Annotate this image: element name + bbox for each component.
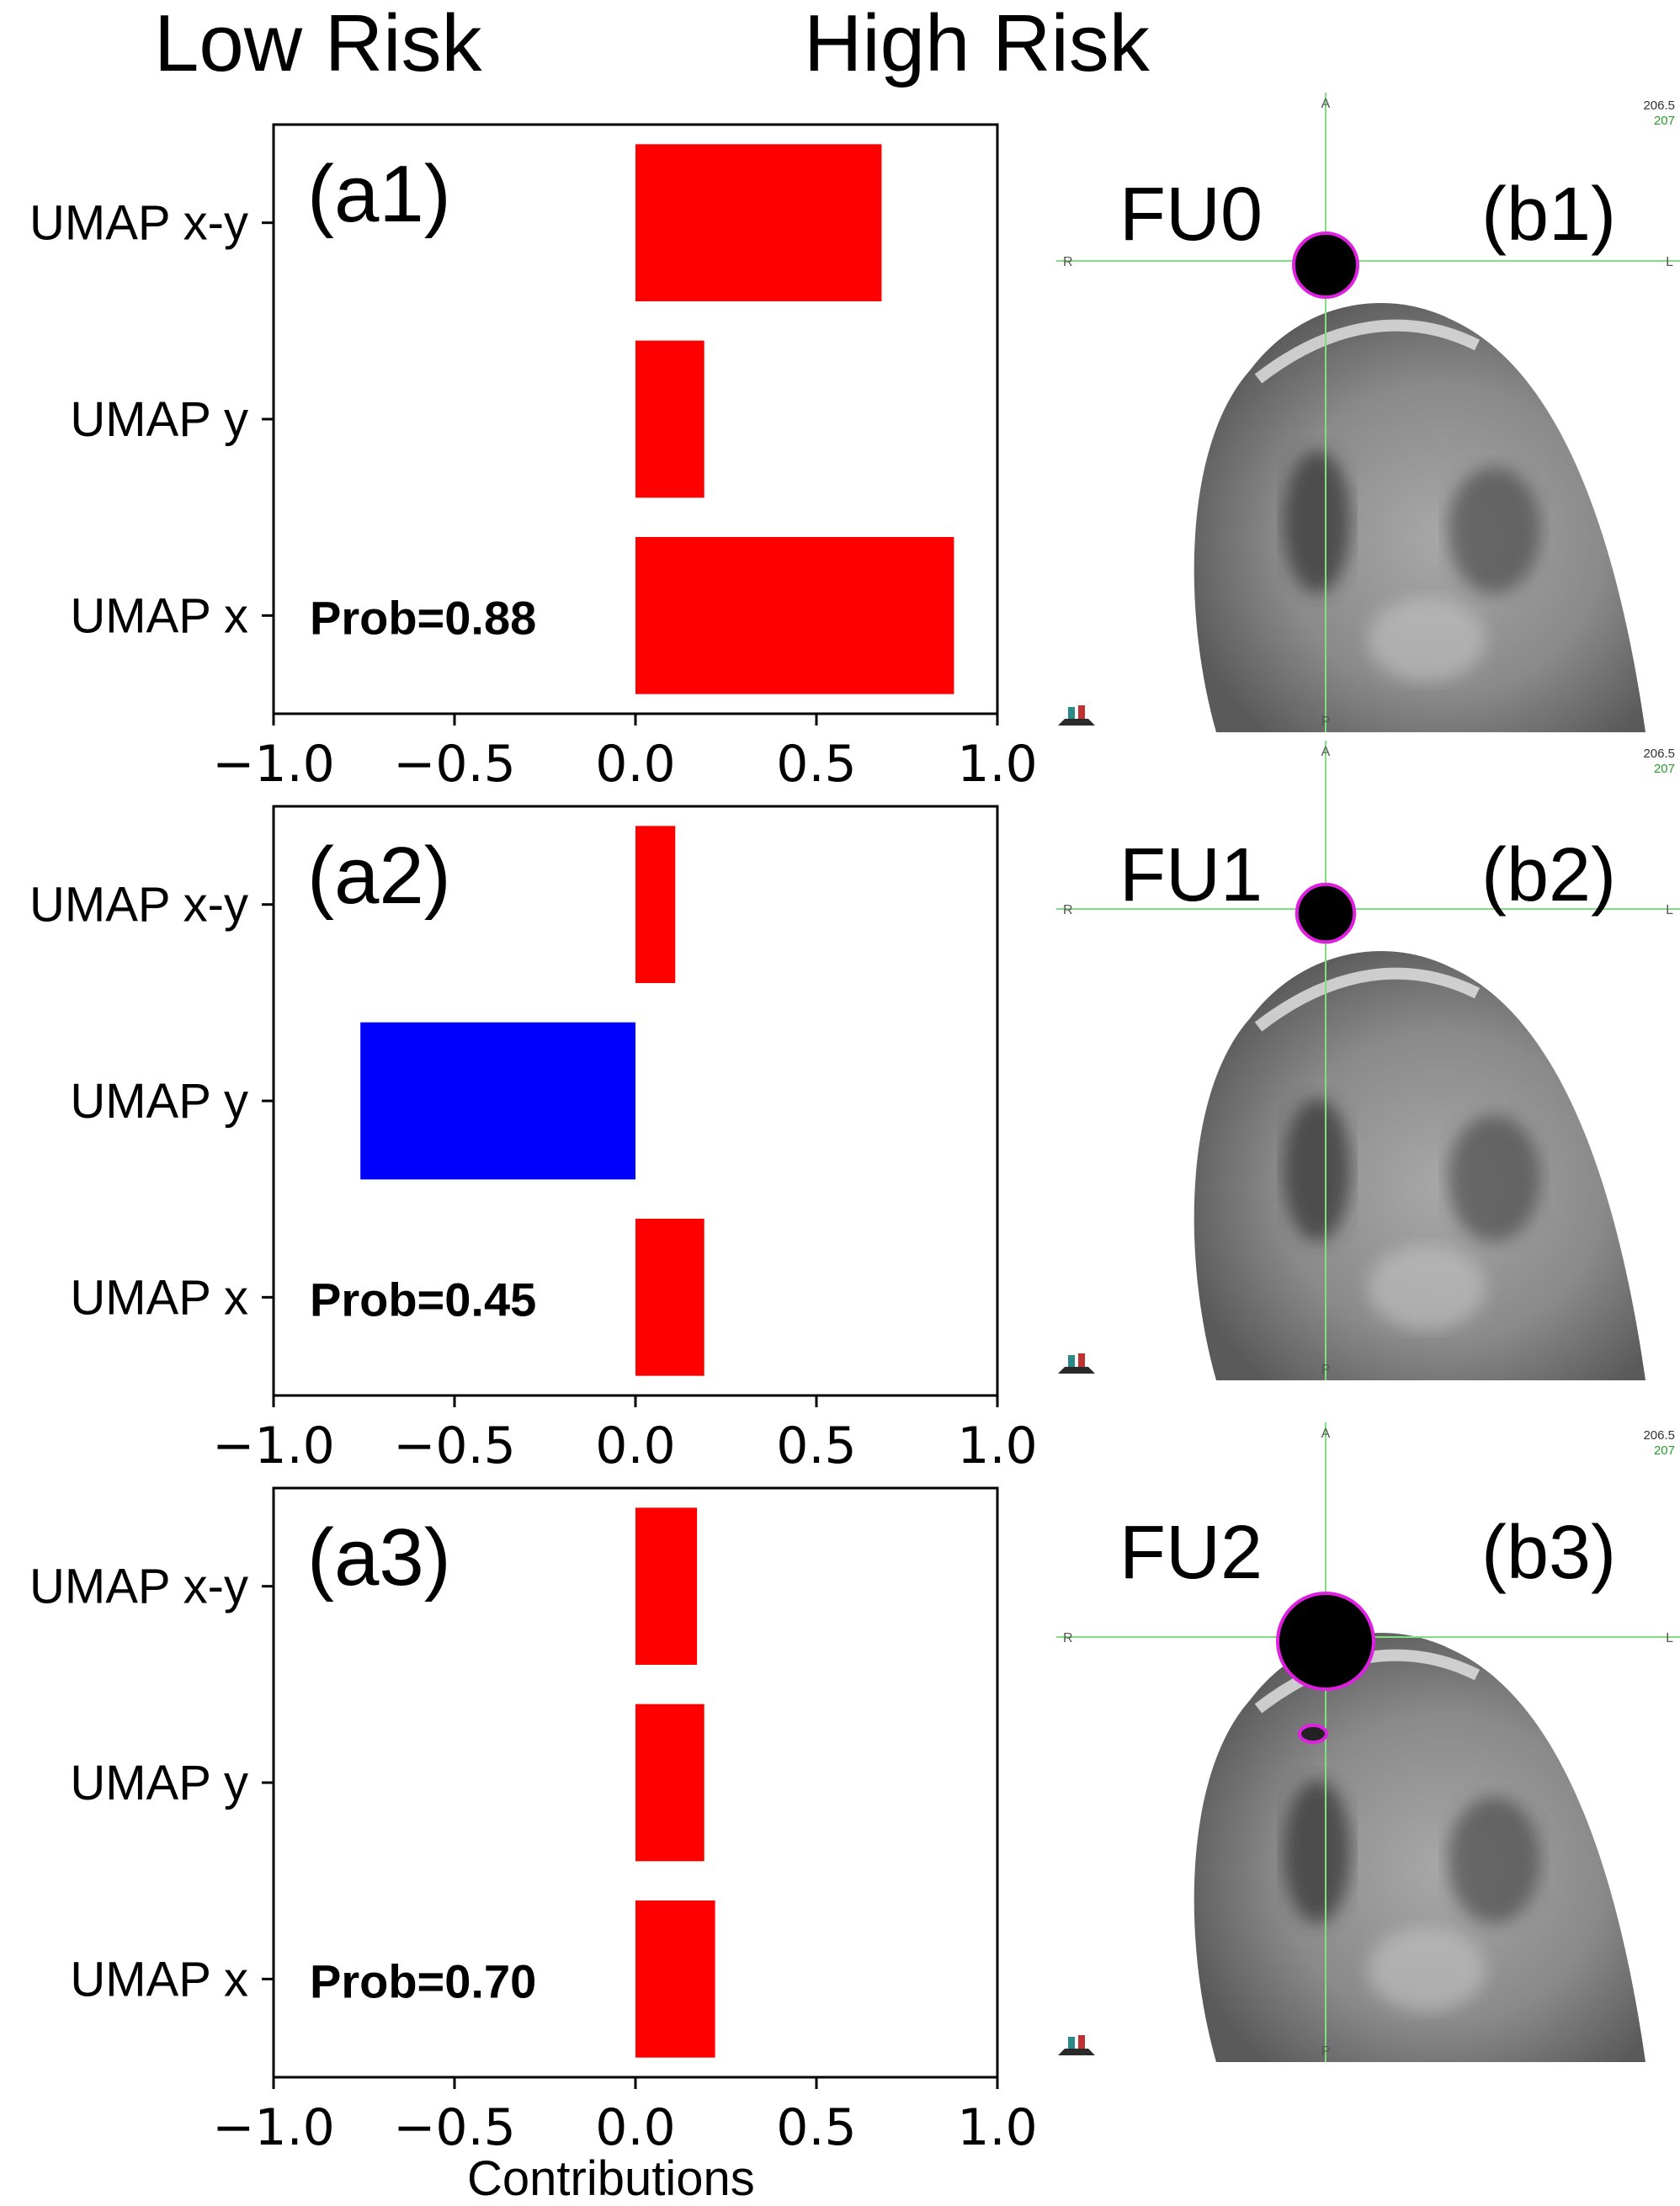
category-label: UMAP x bbox=[70, 588, 248, 643]
orientation-r: R bbox=[1063, 1631, 1073, 1645]
panel-b1-label: (b1) bbox=[1481, 173, 1617, 257]
prob-annotation: Prob=0.45 bbox=[310, 1273, 536, 1326]
orientation-l: L bbox=[1666, 903, 1673, 917]
x-tick-label: −0.5 bbox=[393, 1417, 516, 1475]
x-tick-label: 0.5 bbox=[776, 735, 856, 794]
bar-umap-y bbox=[635, 340, 704, 498]
x-tick-label: 1.0 bbox=[957, 735, 1037, 794]
ventricle-right bbox=[1448, 1115, 1540, 1241]
lesion-contour bbox=[1276, 1592, 1375, 1691]
viewer-icon-part bbox=[1068, 2037, 1075, 2049]
skull-rim bbox=[1254, 967, 1481, 1032]
x-tick-label: −1.0 bbox=[212, 2098, 335, 2157]
ventricle-right bbox=[1448, 467, 1540, 593]
orientation-r: R bbox=[1063, 255, 1073, 269]
fu0-label: FU0 bbox=[1119, 173, 1263, 257]
x-tick-label: −0.5 bbox=[393, 2098, 516, 2157]
viewer-icon-part bbox=[1078, 705, 1085, 719]
scan-fu1: A P R L 206.5 207 bbox=[1056, 741, 1680, 1380]
orientation-a: A bbox=[1321, 745, 1331, 759]
orientation-l: L bbox=[1666, 255, 1673, 269]
orientation-a: A bbox=[1321, 1427, 1331, 1441]
viewer-icon-part bbox=[1078, 1353, 1085, 1367]
bar-umap-x bbox=[635, 1900, 715, 2058]
high-risk-label: High Risk bbox=[804, 0, 1150, 88]
scan-fu0: A P R L 206.5 207 bbox=[1056, 93, 1680, 732]
head-silhouette bbox=[1194, 951, 1645, 1380]
x-tick-label: 0.5 bbox=[776, 2098, 856, 2157]
x-tick-label: −1.0 bbox=[212, 735, 335, 794]
ventricle-left bbox=[1284, 450, 1351, 593]
x-tick-label: −0.5 bbox=[393, 735, 516, 794]
panel-label: (a3) bbox=[307, 1512, 451, 1603]
panel-b2-label: (b2) bbox=[1481, 833, 1617, 917]
bar-umap-x bbox=[635, 537, 954, 694]
category-label: UMAP y bbox=[70, 1074, 248, 1129]
scan-value-top: 206.5 bbox=[1643, 98, 1675, 113]
brain-midline bbox=[1368, 1246, 1486, 1330]
fu1-label: FU1 bbox=[1119, 833, 1263, 917]
scan-value-bottom: 207 bbox=[1654, 762, 1675, 776]
x-axis-label: Contributions bbox=[467, 2151, 755, 2206]
bar-umap-x-y bbox=[635, 1507, 698, 1665]
scan-value-bottom: 207 bbox=[1654, 1443, 1675, 1458]
orientation-p: P bbox=[1321, 2044, 1331, 2059]
orientation-r: R bbox=[1063, 903, 1073, 917]
bar-umap-x-y bbox=[635, 826, 676, 983]
category-label: UMAP y bbox=[70, 392, 248, 447]
x-tick-label: 1.0 bbox=[957, 1417, 1037, 1475]
viewer-icon-part bbox=[1078, 2035, 1085, 2049]
low-risk-label: Low Risk bbox=[154, 0, 482, 88]
x-tick-label: 0.5 bbox=[776, 1417, 856, 1475]
x-tick-label: 0.0 bbox=[595, 2098, 675, 2157]
category-label: UMAP y bbox=[70, 1756, 248, 1810]
brain-midline bbox=[1368, 598, 1486, 682]
viewer-icon bbox=[1058, 2049, 1095, 2055]
viewer-icon bbox=[1058, 719, 1095, 726]
scan-value-top: 206.5 bbox=[1643, 747, 1675, 761]
secondary-lesion-contour bbox=[1298, 1724, 1328, 1744]
category-label: UMAP x-y bbox=[29, 878, 248, 933]
scan-value-top: 206.5 bbox=[1643, 1428, 1675, 1443]
scan-value-bottom: 207 bbox=[1654, 114, 1675, 128]
x-tick-label: −1.0 bbox=[212, 1417, 335, 1475]
brain-midline bbox=[1368, 1927, 1486, 2012]
orientation-p: P bbox=[1321, 1363, 1331, 1377]
orientation-p: P bbox=[1321, 715, 1331, 729]
ventricle-left bbox=[1284, 1098, 1351, 1241]
panel-b3-label: (b3) bbox=[1481, 1511, 1617, 1595]
x-tick-label: 1.0 bbox=[957, 2098, 1037, 2157]
bar-umap-x-y bbox=[635, 144, 882, 301]
lesion-contour bbox=[1295, 882, 1357, 944]
fu2-label: FU2 bbox=[1119, 1511, 1263, 1595]
prob-annotation: Prob=0.88 bbox=[310, 591, 536, 644]
bar-umap-x bbox=[635, 1219, 704, 1376]
bar-umap-y bbox=[635, 1704, 704, 1862]
scan-fu2: A P R L 206.5 207 bbox=[1056, 1422, 1680, 2062]
viewer-icon-part bbox=[1068, 707, 1075, 719]
viewer-icon-part bbox=[1068, 1355, 1075, 1367]
category-label: UMAP x-y bbox=[29, 1560, 248, 1614]
orientation-a: A bbox=[1321, 97, 1331, 111]
panel-label: (a1) bbox=[307, 149, 451, 239]
panel-label: (a2) bbox=[307, 831, 451, 921]
chart-a1: UMAP x-y UMAP y UMAP x −1.0 −0.5 0.0 0.5 1.0 (a1… bbox=[29, 123, 1038, 794]
x-tick-label: 0.0 bbox=[595, 735, 675, 794]
orientation-l: L bbox=[1666, 1631, 1673, 1645]
chart-a3: UMAP x-y UMAP y UMAP x −1.0 −0.5 0.0 0.5 1.0 (a3… bbox=[29, 1486, 1038, 2157]
chart-a2: UMAP x-y UMAP y UMAP x −1.0 −0.5 0.0 0.5 1.0 (a2… bbox=[29, 805, 1038, 1475]
category-label: UMAP x-y bbox=[29, 196, 248, 251]
viewer-icon bbox=[1058, 1367, 1095, 1374]
category-label: UMAP x bbox=[70, 1270, 248, 1325]
bar-umap-y bbox=[360, 1022, 635, 1180]
skull-rim bbox=[1254, 319, 1481, 384]
x-tick-label: 0.0 bbox=[595, 1417, 675, 1475]
lesion-contour bbox=[1292, 231, 1359, 299]
ventricle-left bbox=[1284, 1780, 1351, 1923]
head-silhouette bbox=[1194, 303, 1645, 732]
category-label: UMAP x bbox=[70, 1952, 248, 2007]
ventricle-right bbox=[1448, 1797, 1540, 1923]
prob-annotation: Prob=0.70 bbox=[310, 1954, 536, 2007]
